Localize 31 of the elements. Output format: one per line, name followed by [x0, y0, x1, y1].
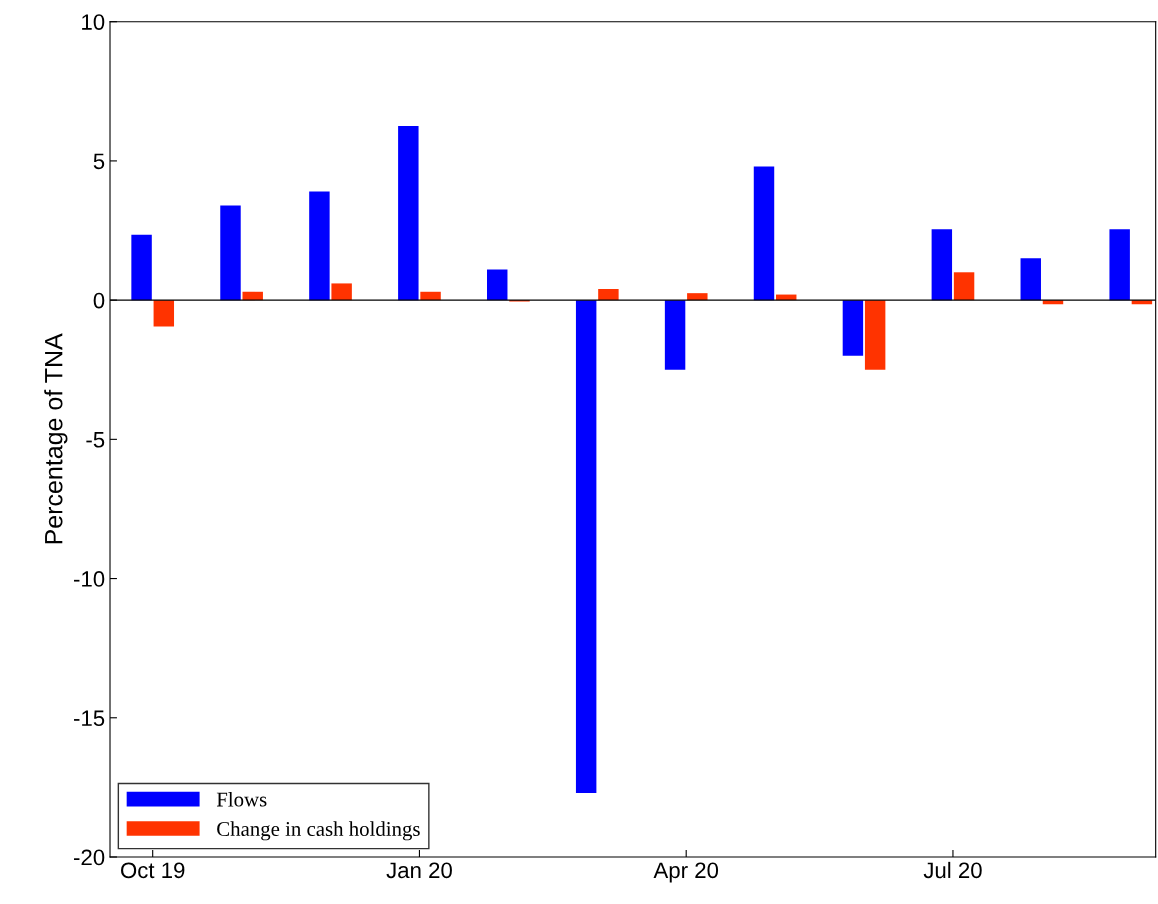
x-tick-label: Apr 20 — [653, 862, 719, 883]
bar — [575, 300, 597, 793]
y-tick-label: -5 — [86, 432, 105, 448]
y-tick-label: 10 — [82, 14, 105, 30]
y-tick-label: -15 — [74, 710, 105, 727]
bar — [1109, 229, 1130, 301]
bar — [953, 272, 975, 301]
bar — [131, 234, 152, 301]
legend-label: Flows — [216, 791, 267, 807]
y-tick-label: 0 — [93, 292, 105, 309]
y-tick-label: -10 — [74, 571, 105, 587]
bar — [398, 126, 419, 301]
y-tick-label: -20 — [74, 849, 105, 866]
x-tick-label: Oct 19 — [121, 862, 185, 879]
bar — [864, 300, 886, 370]
bar — [598, 288, 619, 301]
x-tick-label: Jul 20 — [923, 861, 982, 879]
bar — [487, 269, 508, 301]
bar — [1020, 258, 1041, 301]
bar — [842, 300, 864, 356]
bar — [331, 283, 352, 301]
bar — [220, 205, 241, 301]
y-axis-title: Percentage of TNA — [44, 333, 68, 544]
bar — [753, 166, 775, 301]
bar — [153, 300, 175, 327]
bar — [931, 229, 953, 301]
legend-label: Change in cash holdings — [217, 821, 420, 841]
x-tick-label: Jan 20 — [386, 862, 452, 879]
y-tick-label: 5 — [93, 153, 105, 170]
bar — [664, 300, 686, 370]
bar — [309, 191, 330, 301]
